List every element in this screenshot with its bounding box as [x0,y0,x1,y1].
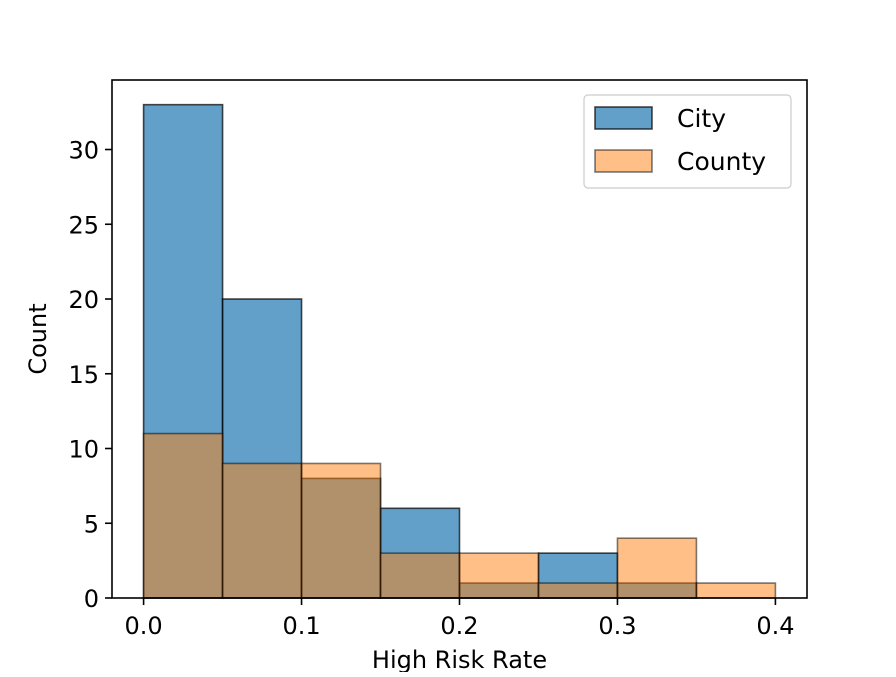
y-tick-label: 20 [68,286,99,314]
legend: City County [583,94,792,189]
x-tick-label: 0.3 [598,612,636,640]
county-bar [458,552,540,599]
x-axis-label: High Risk Rate [372,646,547,672]
x-tick-label: 0.0 [125,612,163,640]
y-axis-label: Count [24,303,52,374]
county-bar [695,582,777,599]
legend-swatch-county [594,149,653,173]
legend-label-city: City [677,104,726,133]
x-tick-label: 0.4 [756,612,794,640]
y-tick-label: 30 [68,137,99,165]
county-bar [616,537,698,599]
legend-label-county: County [677,147,766,176]
county-bar [300,462,382,599]
y-tick-label: 10 [68,436,99,464]
county-bar [221,462,303,599]
x-tick-label: 0.2 [440,612,478,640]
county-bar [142,432,224,599]
y-tick-label: 15 [68,361,99,389]
county-bar [379,552,461,599]
x-tick-label: 0.1 [282,612,320,640]
county-bar [537,582,619,599]
y-tick-label: 5 [84,510,99,538]
legend-swatch-city [594,106,653,130]
y-tick-label: 0 [84,585,99,613]
y-tick-label: 25 [68,211,99,239]
